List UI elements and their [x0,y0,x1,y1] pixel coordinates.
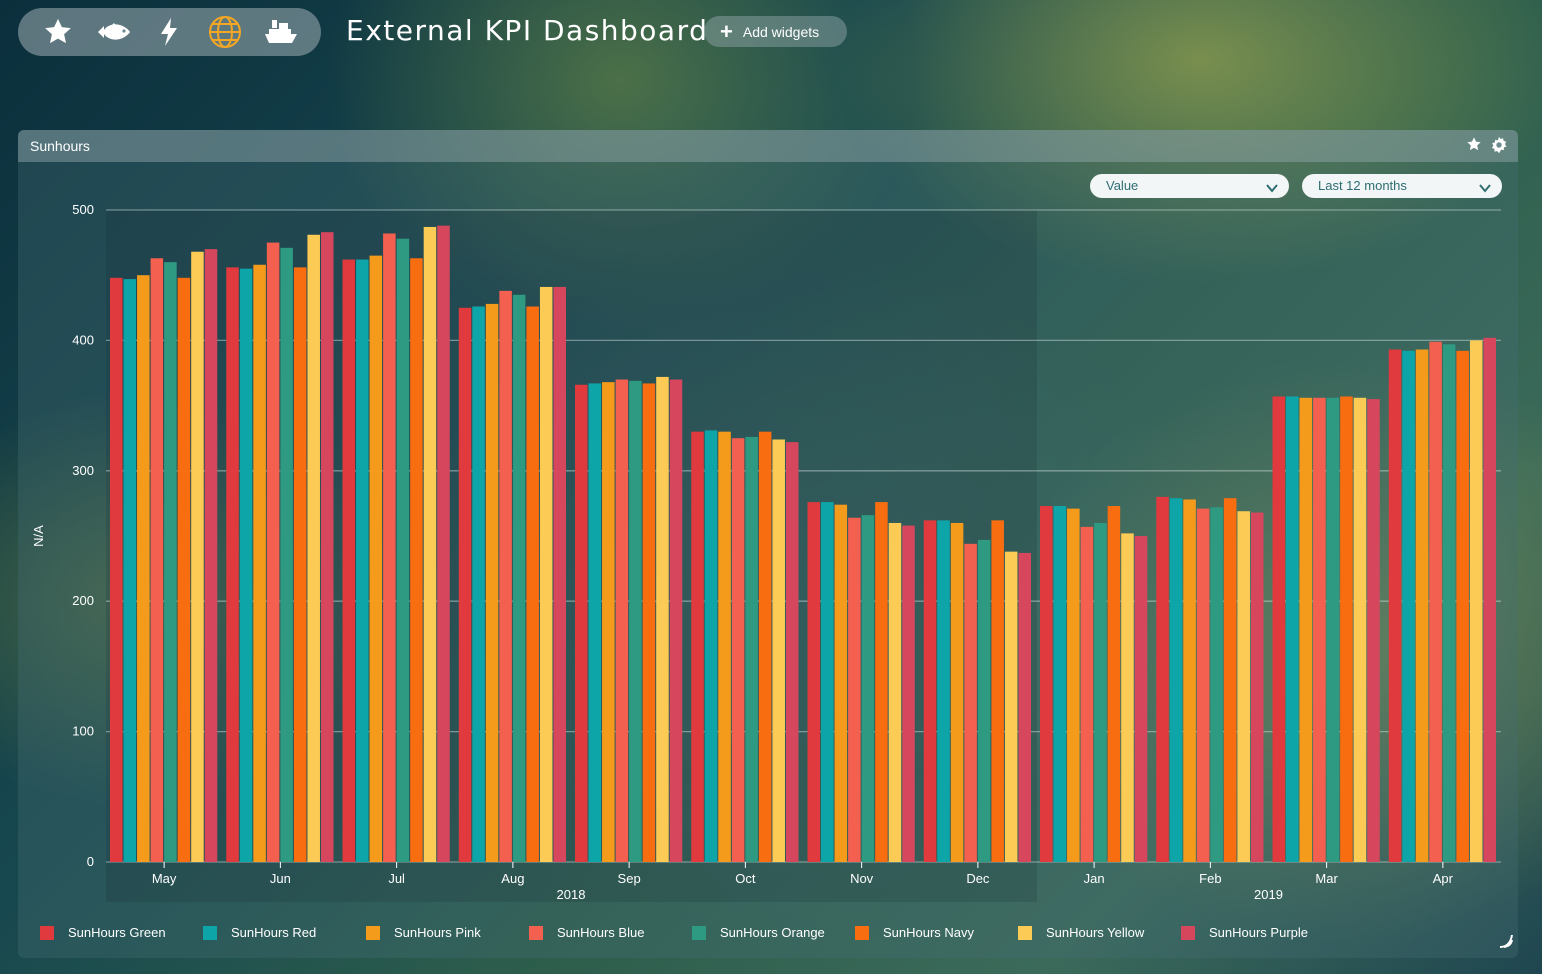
ship-icon[interactable] [263,14,299,50]
legend-swatch [692,925,706,940]
app-nav-bar [18,8,321,56]
legend-item[interactable]: SunHours Orange [692,925,825,940]
plus-icon: + [720,18,733,44]
legend-swatch [1181,925,1195,940]
legend-swatch [203,925,217,940]
legend-label: SunHours Orange [720,925,825,940]
legend-label: SunHours Green [68,925,166,940]
legend-item[interactable]: SunHours Navy [855,925,974,940]
legend-swatch [40,925,54,940]
legend-item[interactable]: SunHours Red [203,925,316,940]
legend-item[interactable]: SunHours Pink [366,925,481,940]
legend-swatch [855,925,869,940]
resize-handle-icon[interactable] [1498,933,1514,954]
metric-select-value: Value [1106,178,1139,193]
period-select-value: Last 12 months [1318,178,1407,193]
legend-label: SunHours Red [231,925,317,940]
legend-label: SunHours Yellow [1046,925,1145,940]
legend-label: SunHours Blue [557,925,645,940]
metric-select[interactable]: Value [1090,174,1289,198]
period-select[interactable]: Last 12 months [1302,174,1502,198]
legend-item[interactable]: SunHours Purple [1181,925,1308,940]
add-widgets-label: Add widgets [742,23,820,40]
legend-swatch [1018,925,1032,940]
fish-icon[interactable] [96,14,132,50]
chevron-down-icon [1265,179,1279,203]
gear-icon[interactable] [1490,136,1508,159]
favorite-star-icon[interactable] [1466,136,1482,159]
widget-header: Sunhours [18,130,1518,162]
chevron-down-icon [1478,179,1492,203]
legend-label: SunHours Navy [883,925,975,940]
sunhours-widget: Sunhours Value Last 12 months [18,130,1518,958]
chart-legend: SunHours Green SunHours Red SunHours Pink S… [40,925,1440,945]
legend-label: SunHours Purple [1209,925,1308,940]
legend-swatch [529,925,543,940]
legend-item[interactable]: SunHours Green [40,925,166,940]
legend-swatch [366,925,380,940]
globe-icon[interactable] [207,14,243,50]
legend-label: SunHours Pink [394,925,481,940]
widget-title: Sunhours [30,138,90,154]
lightning-icon[interactable] [151,14,187,50]
legend-item[interactable]: SunHours Yellow [1018,925,1144,940]
add-widgets-button[interactable]: + Add widgets [704,16,847,47]
legend-item[interactable]: SunHours Blue [529,925,644,940]
page-title: External KPI Dashboard [346,14,709,47]
star-icon[interactable] [40,14,76,50]
